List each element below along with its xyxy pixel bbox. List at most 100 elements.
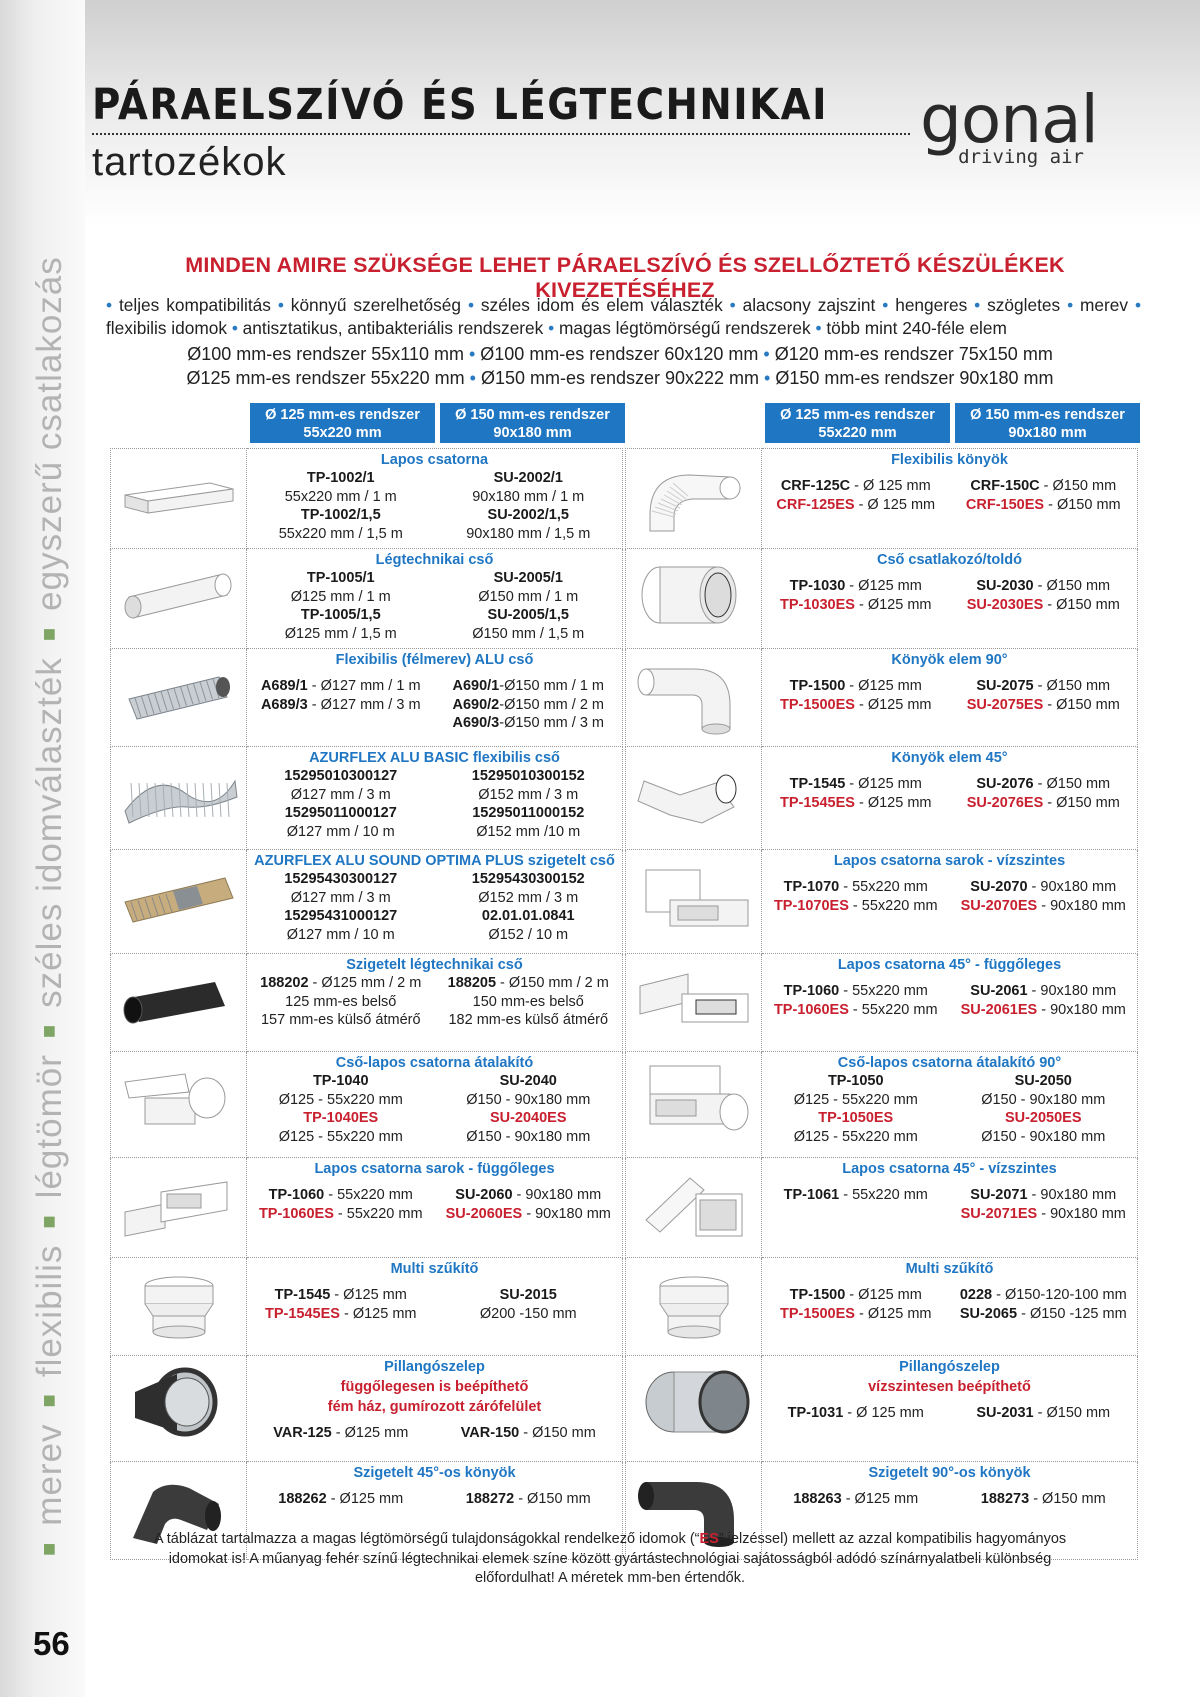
sidebar-word: széles idomválaszték bbox=[30, 657, 69, 1008]
spec-line: TP-1002/1 bbox=[247, 469, 435, 488]
spec-line: Ø127 mm / 3 m bbox=[247, 889, 435, 908]
spec-line: Ø150 - 90x180 mm bbox=[950, 1091, 1138, 1110]
product-info-cell: Légtechnikai cső TP-1005/1 Ø125 mm / 1 m TP… bbox=[246, 548, 623, 649]
product-title: AZURFLEX ALU SOUND OPTIMA PLUS szigetelt… bbox=[254, 853, 615, 869]
product-columns: TP-1031 - Ø 125 mm SU-2031 - Ø150 mm bbox=[762, 1404, 1137, 1423]
product-code-es: TP-1060ES bbox=[258, 1205, 334, 1222]
product-columns: TP-1070 - 55x220 mm TP-1070ES - 55x220 mm… bbox=[762, 878, 1137, 915]
spec-line: 55x220 mm / 1 m bbox=[247, 488, 435, 507]
product-title: Szigetelt légtechnikai cső bbox=[346, 957, 523, 973]
sidebar-word: flexibilis bbox=[30, 1244, 69, 1378]
sidebar-square-icon: ■ bbox=[36, 1541, 61, 1556]
spec-line: SU-2061ES - 90x180 mm bbox=[950, 1001, 1138, 1020]
column-150: 15295010300152 Ø152 mm / 3 m 1529501100015… bbox=[435, 767, 623, 841]
product-code: SU-2031 bbox=[976, 1405, 1034, 1421]
product-row: Flexibilis (félmerev) ALU cső A689/1 - Ø1… bbox=[110, 648, 623, 747]
insulated-flex-illustration bbox=[123, 877, 234, 923]
product-columns: TP-1005/1 Ø125 mm / 1 m TP-1005/1,5 Ø125 mm… bbox=[247, 569, 622, 643]
product-code: 15295431000127 bbox=[284, 908, 398, 924]
spec-line: A690/1-Ø150 mm / 1 m bbox=[435, 677, 623, 696]
elbow-45-illustration bbox=[636, 774, 736, 824]
product-note: függőlegesen is beépíthető bbox=[340, 1379, 529, 1395]
bullet-icon: • bbox=[467, 295, 481, 315]
sidebar-vertical-text: ■ merev ■ flexibilis ■ légtömör ■ széles idomvá… bbox=[30, 242, 70, 1572]
product-title: Könyök elem 90° bbox=[891, 652, 1008, 668]
sidebar-square-icon: ■ bbox=[36, 1023, 61, 1039]
system-item: Ø100 mm-es rendszer 60x120 mm bbox=[480, 344, 759, 364]
bullet-icon: • bbox=[277, 295, 291, 315]
product-spec: 125 mm-es belső bbox=[285, 993, 397, 1010]
bullet-icon: • bbox=[464, 368, 481, 388]
spec-line: 125 mm-es belső bbox=[247, 993, 435, 1012]
product-spec: Ø127 mm / 10 m bbox=[286, 823, 395, 840]
spec-line: TP-1040ES bbox=[247, 1109, 435, 1128]
product-code-es: TP-1500ES bbox=[779, 1305, 855, 1322]
product-table-left: Lapos csatorna TP-1002/1 55x220 mm / 1 m TP… bbox=[110, 448, 623, 1560]
product-code: 188205 bbox=[447, 975, 497, 991]
product-code: SU-2015 bbox=[499, 1287, 557, 1303]
product-spec: - Ø125 mm bbox=[845, 578, 922, 594]
product-code: SU-2002/1 bbox=[493, 470, 563, 486]
product-spec: - Ø125 mm bbox=[854, 596, 932, 613]
product-image bbox=[115, 1164, 243, 1249]
spec-line: SU-2075 - Ø150 mm bbox=[950, 677, 1138, 696]
spec-line: 02.01.01.0841 bbox=[435, 907, 623, 926]
column-150: SU-2002/1 90x180 mm / 1 m SU-2002/1,5 90x18… bbox=[435, 469, 623, 543]
product-info-cell: Szigetelt légtechnikai cső 188202 - Ø125 … bbox=[246, 953, 623, 1052]
spec-line: SU-2065 - Ø150 -125 mm bbox=[950, 1305, 1138, 1324]
product-info-cell: Multi szűkítő TP-1545 - Ø125 mm TP-1545ES … bbox=[246, 1257, 623, 1356]
product-row: Multi szűkítő TP-1545 - Ø125 mm TP-1545ES … bbox=[110, 1257, 623, 1356]
bullet-icon: • bbox=[882, 295, 896, 315]
alu-flex-loose-illustration bbox=[123, 779, 238, 824]
product-code: 02.01.01.0841 bbox=[481, 908, 575, 924]
product-image bbox=[630, 1362, 758, 1447]
product-info-cell: AZURFLEX ALU SOUND OPTIMA PLUS szigetelt… bbox=[246, 849, 623, 954]
product-row: Szigetelt 45°-os könyök 188262 - Ø125 mm 1… bbox=[110, 1461, 623, 1560]
product-spec: - 90x180 mm bbox=[512, 1187, 602, 1203]
product-spec: Ø150 mm / 1,5 m bbox=[472, 625, 585, 642]
product-spec: -Ø150 mm / 2 m bbox=[499, 696, 604, 713]
spec-line: 15295430300152 bbox=[435, 870, 623, 889]
spec-line: TP-1060 - 55x220 mm bbox=[762, 982, 950, 1001]
column-125: TP-1005/1 Ø125 mm / 1 m TP-1005/1,5 Ø125 mm… bbox=[247, 569, 435, 643]
product-code: SU-2070 bbox=[970, 879, 1028, 895]
column-150: SU-2015 Ø200 -150 mm bbox=[435, 1286, 623, 1323]
product-code-es: SU-2061ES bbox=[960, 1001, 1038, 1018]
product-spec: - 90x180 mm bbox=[1037, 1205, 1126, 1222]
product-spec: - Ø125 mm bbox=[845, 776, 922, 792]
col-header-line: 90x180 mm bbox=[1008, 425, 1087, 441]
product-image-cell bbox=[625, 1157, 762, 1258]
system-item: Ø150 mm-es rendszer 90x180 mm bbox=[775, 368, 1054, 388]
sidebar bbox=[0, 0, 85, 1697]
spec-line: TP-1050ES bbox=[762, 1109, 950, 1128]
product-title: Lapos csatorna 45° - vízszintes bbox=[842, 1161, 1057, 1177]
spec-line: 15295011000152 bbox=[435, 804, 623, 823]
column-125: TP-1545 - Ø125 mm TP-1545ES - Ø125 mm bbox=[762, 775, 950, 812]
product-columns: TP-1060 - 55x220 mm TP-1060ES - 55x220 mm… bbox=[762, 982, 1137, 1019]
column-150: VAR-150 - Ø150 mm bbox=[435, 1424, 623, 1443]
bullet-icon: • bbox=[463, 344, 481, 364]
product-spec: - 90x180 mm bbox=[1027, 879, 1117, 895]
spec-line: TP-1060 - 55x220 mm bbox=[247, 1186, 435, 1205]
spec-line: TP-1050 bbox=[762, 1072, 950, 1091]
product-code: TP-1060 bbox=[783, 983, 840, 999]
round-pipe-illustration bbox=[124, 573, 231, 619]
spec-line: SU-2015 bbox=[435, 1286, 623, 1305]
product-info-cell: Pillangószelep vízszintesen beépíthető TP-… bbox=[761, 1355, 1138, 1462]
product-code-es: SU-2076ES bbox=[966, 794, 1044, 811]
spec-line: CRF-150ES - Ø150 mm bbox=[950, 496, 1138, 515]
page-subtitle: tartozékok bbox=[92, 140, 287, 184]
product-code-es: TP-1545ES bbox=[779, 794, 855, 811]
product-spec: - 55x220 mm bbox=[839, 983, 928, 999]
product-spec: - 90x180 mm bbox=[1037, 1001, 1126, 1018]
headline: MINDEN AMIRE SZÜKSÉGE LEHET PÁRAELSZÍVÓ … bbox=[185, 253, 1065, 302]
product-image bbox=[630, 1164, 758, 1249]
spec-line: SU-2005/1,5 bbox=[435, 606, 623, 625]
col-header-150-right: Ø 150 mm-es rendszer 90x180 mm bbox=[955, 403, 1140, 443]
bullet-icon: • bbox=[815, 318, 827, 338]
column-125: TP-1060 - 55x220 mm TP-1060ES - 55x220 mm bbox=[247, 1186, 435, 1223]
product-row: Lapos csatorna sarok - vízszintes TP-1070… bbox=[625, 849, 1138, 954]
product-spec: 90x180 mm / 1,5 m bbox=[466, 525, 591, 542]
product-info-cell: Lapos csatorna sarok - függőleges TP-1060… bbox=[246, 1157, 623, 1258]
product-columns: TP-1040 Ø125 - 55x220 mm TP-1040ES Ø125 - 5… bbox=[247, 1072, 622, 1146]
